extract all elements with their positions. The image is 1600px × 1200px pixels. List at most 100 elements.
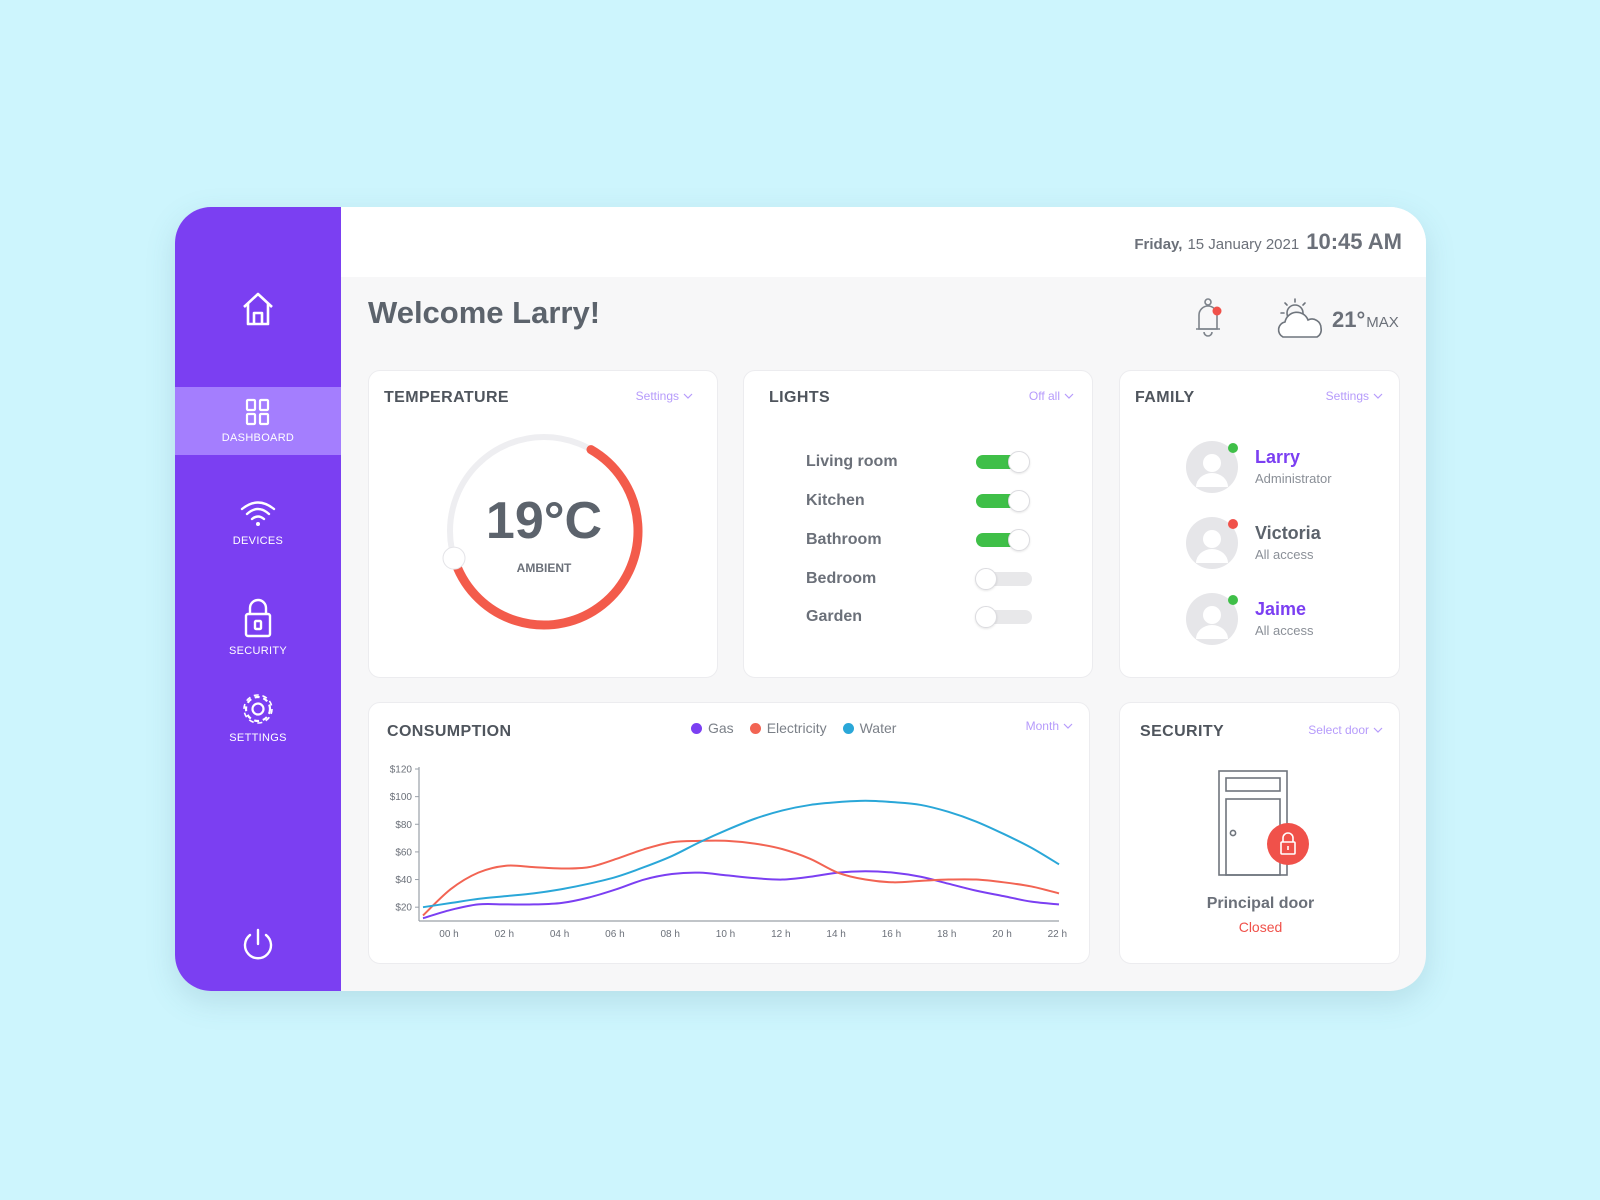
avatar xyxy=(1186,517,1238,569)
legend-item-gas[interactable]: Gas xyxy=(691,720,734,736)
door-name: Principal door xyxy=(1206,895,1315,912)
member-name: Larry xyxy=(1255,447,1301,467)
chevron-down-icon xyxy=(1063,723,1073,729)
sidebar: DASHBOARD DEVICES SECURITY SETTINGS xyxy=(175,207,341,991)
x-tick-label: 10 h xyxy=(716,929,735,940)
x-tick-label: 00 h xyxy=(439,929,458,940)
family-member[interactable]: Larry Administrator xyxy=(1186,441,1386,497)
light-toggle[interactable] xyxy=(975,606,1032,628)
x-tick-label: 02 h xyxy=(495,929,514,940)
room-label: Bedroom xyxy=(806,570,877,587)
select-door-dropdown[interactable]: Select door xyxy=(1308,723,1383,737)
light-toggle[interactable] xyxy=(975,568,1032,590)
time-label: 10:45 AM xyxy=(1306,229,1402,254)
temperature-card: TEMPERATURE Settings 19°C AMBIENT xyxy=(368,370,718,678)
lights-off-all-dropdown[interactable]: Off all xyxy=(1029,389,1074,403)
x-tick-label: 08 h xyxy=(660,929,679,940)
light-row: Kitchen xyxy=(806,490,1036,512)
home-icon xyxy=(243,292,273,326)
lock-icon xyxy=(1280,832,1296,855)
light-toggle[interactable] xyxy=(976,490,1030,512)
sidebar-item-dashboard[interactable]: DASHBOARD xyxy=(175,387,341,455)
family-settings-dropdown[interactable]: Settings xyxy=(1326,389,1383,403)
consumption-card: CONSUMPTION Gas Electricity Water Month … xyxy=(368,702,1090,964)
y-tick-label: $80 xyxy=(395,820,412,831)
legend-label: Gas xyxy=(708,720,734,736)
card-title: TEMPERATURE xyxy=(384,389,509,406)
app-window: DASHBOARD DEVICES SECURITY SETTINGS xyxy=(175,207,1426,991)
gear-icon xyxy=(243,694,273,724)
sidebar-item-security[interactable]: SECURITY xyxy=(175,587,341,667)
temperature-value: 19°C xyxy=(485,492,603,550)
dropdown-label: Settings xyxy=(635,389,679,403)
card-title: FAMILY xyxy=(1135,389,1195,406)
family-member[interactable]: Jaime All access xyxy=(1186,593,1386,649)
x-tick-label: 12 h xyxy=(771,929,790,940)
x-tick-label: 20 h xyxy=(992,929,1011,940)
page-title: Welcome Larry! xyxy=(368,295,601,330)
power-icon xyxy=(243,928,273,960)
room-label: Kitchen xyxy=(806,492,865,509)
consumption-period-dropdown[interactable]: Month xyxy=(1026,719,1073,733)
family-member[interactable]: Victoria All access xyxy=(1186,517,1386,573)
room-label: Living room xyxy=(806,453,898,470)
temperature-dial[interactable] xyxy=(434,421,654,641)
chevron-down-icon xyxy=(1064,393,1074,399)
toggle-knob xyxy=(975,606,997,628)
wifi-icon xyxy=(240,501,276,526)
consumption-chart: $20 $40 $60 $80 $100 $120 00 h 02 h 04 h 06 h 08 h… xyxy=(390,765,1067,941)
chart-legend: Gas Electricity Water xyxy=(691,720,896,736)
door-icon[interactable] xyxy=(1214,769,1324,881)
toggle-knob xyxy=(975,568,997,590)
chevron-down-icon xyxy=(1373,727,1383,733)
sidebar-item-label: SETTINGS xyxy=(229,732,287,744)
legend-dot xyxy=(749,722,761,734)
light-row: Garden xyxy=(806,606,1036,628)
room-label: Garden xyxy=(806,608,863,625)
dial-knob[interactable] xyxy=(442,546,466,570)
chevron-down-icon xyxy=(1373,393,1383,399)
bell-icon[interactable] xyxy=(1193,297,1223,339)
legend-dot xyxy=(691,722,702,734)
temperature-settings-dropdown[interactable]: Settings xyxy=(636,389,693,403)
security-card: SECURITY Select door Principal door Clos… xyxy=(1119,702,1400,964)
member-name: Jaime xyxy=(1255,599,1307,619)
user-avatar-icon xyxy=(1196,606,1228,639)
light-toggle[interactable] xyxy=(976,451,1030,473)
dashboard-grid-icon xyxy=(245,398,270,426)
y-tick-label: $20 xyxy=(395,903,412,914)
legend-item-electricity[interactable]: Electricity xyxy=(749,720,827,736)
x-tick-label: 06 h xyxy=(605,929,624,940)
power-button[interactable] xyxy=(175,911,341,979)
x-tick-label: 18 h xyxy=(937,929,956,940)
x-tick-label: 16 h xyxy=(882,929,901,940)
light-row: Living room xyxy=(806,451,1036,473)
legend-item-water[interactable]: Water xyxy=(842,720,896,736)
user-avatar-icon xyxy=(1196,530,1228,563)
date-time: Friday, 15 January 2021 10:45 AM xyxy=(1134,229,1402,255)
sidebar-item-settings[interactable]: SETTINGS xyxy=(175,683,341,753)
card-title: CONSUMPTION xyxy=(387,723,512,740)
sidebar-item-label: DEVICES xyxy=(232,535,284,547)
dropdown-label: Month xyxy=(1025,719,1059,733)
gas-series-line xyxy=(422,870,1060,920)
lock-icon xyxy=(244,598,272,638)
sidebar-item-devices[interactable]: DEVICES xyxy=(175,489,341,557)
room-label: Bathroom xyxy=(806,531,882,548)
card-title: LIGHTS xyxy=(769,389,831,406)
dropdown-label: Settings xyxy=(1325,389,1369,403)
weather-temp: 21° MAX xyxy=(1332,307,1399,333)
partly-cloudy-icon xyxy=(1277,298,1323,338)
light-toggle[interactable] xyxy=(976,529,1030,551)
x-tick-label: 14 h xyxy=(826,929,845,940)
status-dot xyxy=(1228,443,1238,453)
status-dot xyxy=(1228,595,1238,605)
sidebar-item-home[interactable] xyxy=(175,275,341,343)
status-dot xyxy=(1228,519,1238,529)
chevron-down-icon xyxy=(683,393,693,399)
day-label: Friday, xyxy=(1134,236,1183,253)
y-tick-label: $60 xyxy=(395,847,412,858)
y-tick-label: $100 xyxy=(390,792,413,803)
family-card: FAMILY Settings Larry Administrator Vict… xyxy=(1119,370,1400,678)
toggle-knob xyxy=(1008,529,1030,551)
